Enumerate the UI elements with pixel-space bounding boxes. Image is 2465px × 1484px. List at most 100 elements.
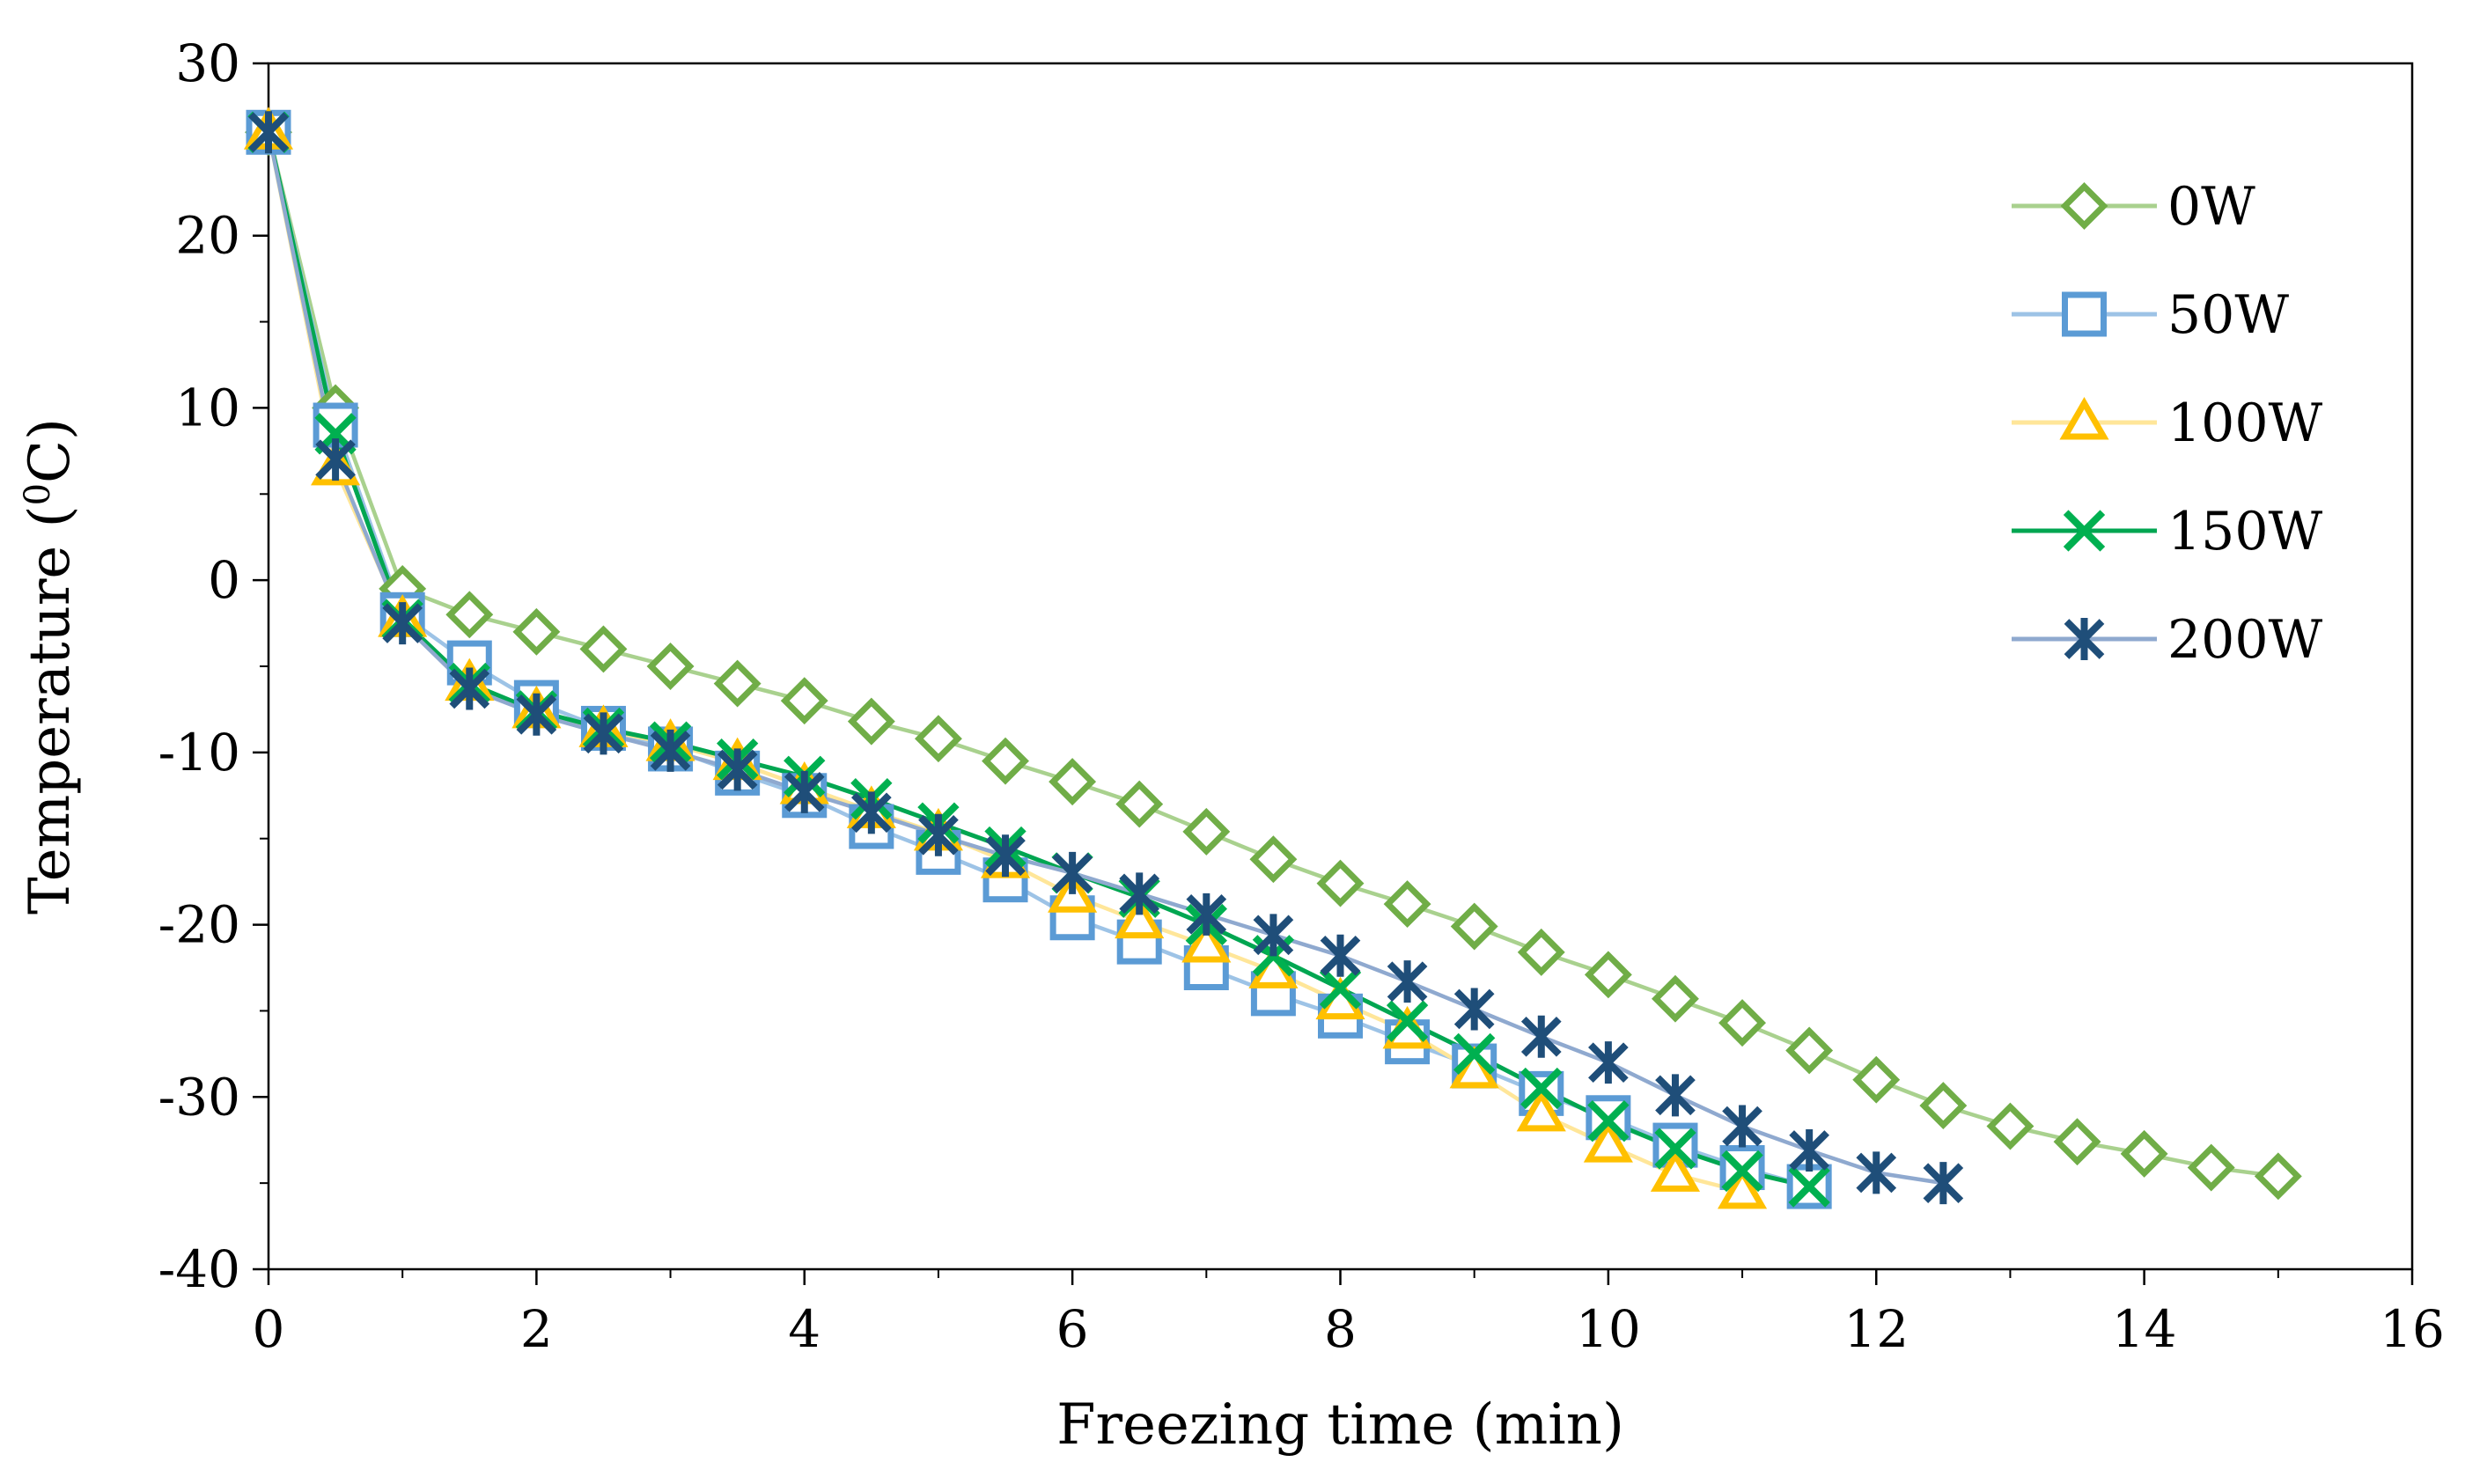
data-point-150w — [1453, 1032, 1496, 1076]
y-axis-title-superscript: 0 — [18, 483, 58, 505]
data-point-200w — [650, 729, 691, 772]
legend-label-100w: 100W — [2167, 393, 2323, 454]
series-line-150w — [266, 131, 1810, 1189]
data-point-0w — [2053, 1118, 2101, 1166]
data-point-0w — [780, 677, 828, 725]
legend-marker-150w — [2063, 510, 2106, 552]
legend-label-200w: 200W — [2167, 609, 2323, 671]
data-point-0w — [1718, 999, 1767, 1047]
series-line-0w — [266, 131, 2279, 1179]
axis-ticks: 0 2 4 6 8 10 12 14 16 30 20 10 0 -10 -20 -30 -40 — [158, 33, 2445, 1359]
legend-label-0w: 0W — [2167, 176, 2255, 238]
legend-marker-0w — [2060, 182, 2108, 230]
data-point-0w — [1584, 951, 1632, 999]
data-point-200w — [918, 813, 959, 856]
data-point-200w — [985, 834, 1026, 878]
legend-item-150w: 150W — [2012, 501, 2323, 562]
data-point-150w — [1386, 1000, 1429, 1042]
y-tick-label: 30 — [175, 33, 240, 93]
data-point-200w — [851, 791, 892, 834]
data-point-200w — [1186, 893, 1227, 936]
series-line-50w — [266, 131, 1810, 1189]
data-point-0w — [1383, 880, 1431, 929]
data-point-0w — [579, 625, 628, 673]
data-point-0w — [2120, 1129, 2168, 1178]
data-point-0w — [1986, 1102, 2035, 1150]
data-point-200w — [1722, 1105, 1762, 1148]
y-axis-title: Temperature (0C) — [18, 418, 83, 915]
x-tick-label: 4 — [788, 1299, 820, 1359]
data-point-200w — [1856, 1151, 1897, 1194]
legend-item-0w: 0W — [2012, 176, 2255, 238]
legend-marker-100w — [2059, 397, 2109, 440]
data-point-200w — [382, 602, 423, 645]
x-axis-title: Freezing time (min) — [1056, 1392, 1624, 1458]
data-point-200w — [248, 111, 289, 154]
data-point-150w — [1319, 967, 1362, 1010]
data-point-0w — [1316, 859, 1365, 907]
data-point-0w — [2254, 1152, 2302, 1201]
data-point-150w — [1721, 1150, 1763, 1193]
plot-frame — [267, 62, 2414, 1271]
data-point-100w — [1583, 1120, 1633, 1163]
data-point-0w — [512, 607, 561, 656]
legend-item-200w: 200W — [2012, 609, 2323, 671]
series-markers — [243, 107, 2302, 1209]
data-point-150w — [1520, 1067, 1563, 1110]
x-tick-label: 8 — [1324, 1299, 1357, 1359]
data-point-0w — [1852, 1055, 1901, 1104]
data-point-0w — [1652, 974, 1699, 1023]
data-point-0w — [1785, 1026, 1834, 1075]
data-point-0w — [1115, 780, 1164, 828]
data-point-100w — [1115, 895, 1165, 939]
data-point-200w — [1119, 872, 1160, 915]
data-point-200w — [516, 693, 557, 736]
series-line-200w — [266, 131, 1944, 1186]
data-point-0w — [1450, 902, 1498, 951]
data-point-200w — [1588, 1041, 1629, 1084]
x-tick-label: 12 — [1843, 1299, 1909, 1359]
series-lines — [266, 131, 2279, 1194]
data-point-0w — [914, 715, 962, 763]
data-point-200w — [1655, 1074, 1696, 1117]
data-point-0w — [847, 697, 895, 746]
data-point-200w — [1052, 851, 1093, 894]
legend: 0W 50W 100W 150W 200W — [2012, 176, 2323, 671]
x-tick-label: 2 — [520, 1299, 553, 1359]
data-point-200w — [315, 438, 356, 481]
y-tick-label: 0 — [208, 550, 240, 610]
y-tick-label: -10 — [158, 723, 240, 782]
data-point-200w — [1253, 914, 1294, 957]
y-axis-title-suffix: C) — [18, 418, 83, 483]
legend-item-100w: 100W — [2012, 393, 2323, 454]
data-point-150w — [1654, 1128, 1696, 1170]
x-tick-label: 16 — [2380, 1299, 2445, 1359]
legend-label-150w: 150W — [2167, 501, 2323, 562]
x-tick-label: 14 — [2112, 1299, 2177, 1359]
data-point-200w — [1387, 960, 1428, 1003]
data-point-150w — [1788, 1165, 1830, 1208]
y-tick-label: -20 — [158, 895, 240, 955]
y-tick-label: 10 — [175, 378, 240, 437]
data-point-0w — [1249, 835, 1298, 884]
y-tick-label: 20 — [175, 206, 240, 266]
series-markers-200w — [248, 111, 1964, 1205]
data-point-0w — [646, 643, 695, 690]
legend-marker-200w — [2064, 618, 2105, 660]
data-point-200w — [1453, 988, 1495, 1031]
legend-label-50w: 50W — [2167, 284, 2289, 346]
series-markers-0w — [245, 108, 2302, 1201]
data-point-100w — [1181, 920, 1232, 963]
series-markers-50w — [246, 109, 1832, 1209]
data-point-0w — [1049, 758, 1097, 806]
data-point-200w — [449, 667, 490, 710]
data-point-200w — [1923, 1162, 1964, 1205]
data-point-200w — [1789, 1128, 1829, 1172]
data-point-200w — [1320, 934, 1361, 977]
data-point-0w — [1182, 807, 1231, 856]
data-point-200w — [717, 748, 758, 791]
legend-item-50w: 50W — [2012, 284, 2289, 346]
y-tick-label: -40 — [158, 1239, 240, 1299]
data-point-100w — [1717, 1165, 1768, 1209]
data-point-0w — [1919, 1082, 1968, 1130]
